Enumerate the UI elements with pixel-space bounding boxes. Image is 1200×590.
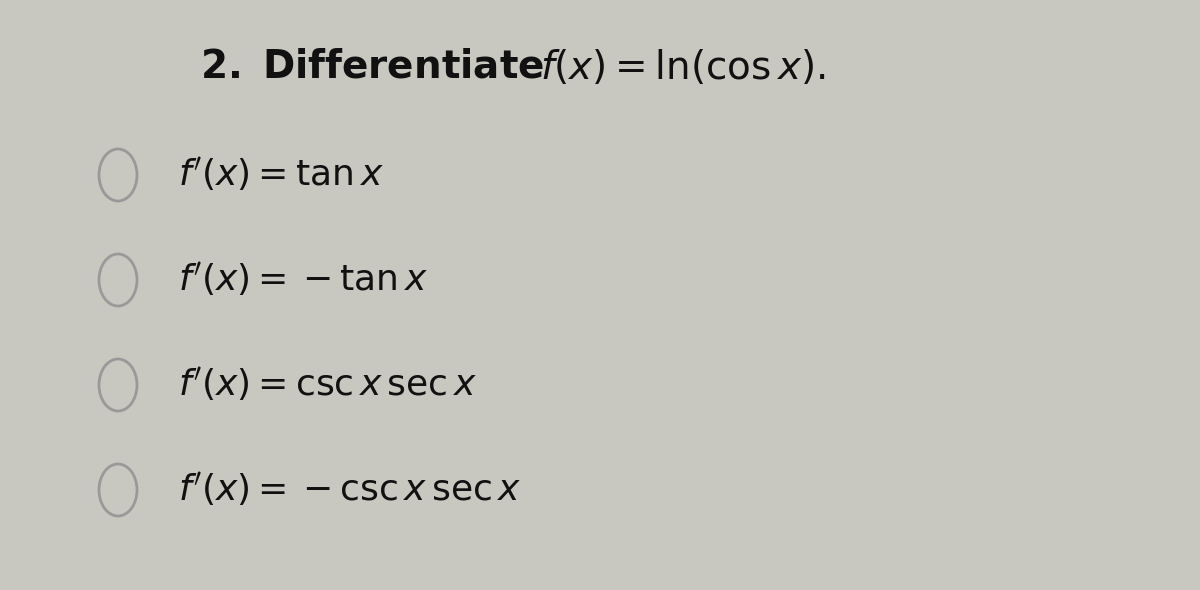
Text: $f'(x) = -\tan x$: $f'(x) = -\tan x$ (178, 261, 428, 299)
Text: $\mathbf{2.\ Differentiate}$: $\mathbf{2.\ Differentiate}$ (200, 51, 545, 86)
Text: $f'(x) = \mathrm{csc}\, x\, \mathrm{sec}\, x$: $f'(x) = \mathrm{csc}\, x\, \mathrm{sec}… (178, 366, 478, 404)
Text: $f'(x) = -\mathrm{csc}\, x\, \mathrm{sec}\, x$: $f'(x) = -\mathrm{csc}\, x\, \mathrm{sec… (178, 471, 522, 509)
Text: $f'(x) = \tan x$: $f'(x) = \tan x$ (178, 156, 384, 194)
Text: $f(x) = \ln(\cos x).$: $f(x) = \ln(\cos x).$ (540, 48, 826, 87)
